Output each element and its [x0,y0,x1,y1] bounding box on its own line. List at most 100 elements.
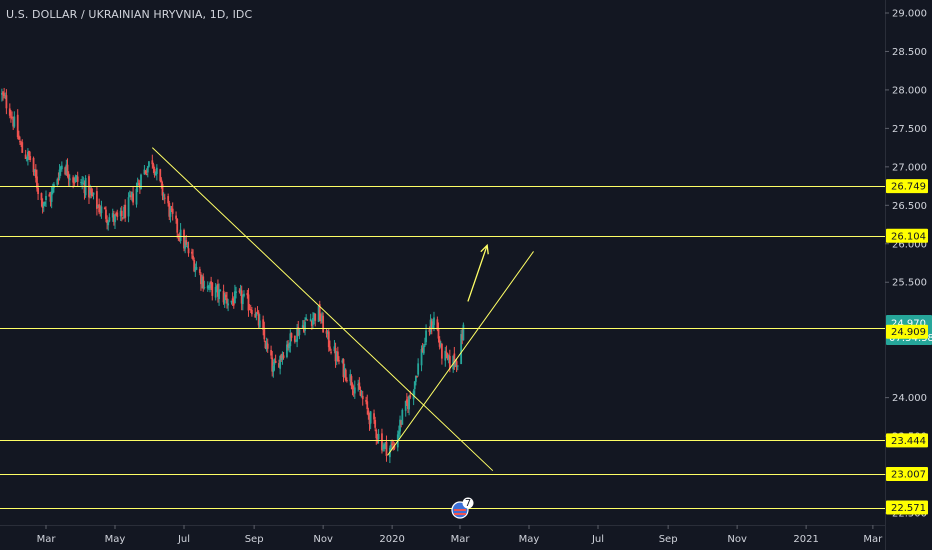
candle-body [413,381,416,390]
candle-body [433,317,435,326]
candle-body [25,159,28,161]
candle-body [66,164,69,176]
event-marker[interactable]: 7 [451,497,474,519]
candle-body [227,303,230,306]
candle-body [111,213,114,218]
candle-body [376,437,379,440]
candle-body [241,297,244,305]
candle-body [250,310,253,315]
candle-body [446,353,449,359]
time-tick-label: Nov [313,534,333,545]
candle-body [145,174,148,176]
candle-body [404,400,407,411]
candle-body [313,313,315,320]
candle-body [107,222,110,226]
time-tick-label: Mar [451,534,471,545]
candle-body [278,363,280,368]
candle-body [211,282,214,296]
time-tick-label: Mar [863,534,883,545]
candle-body [127,197,130,217]
candle-body [453,353,456,365]
price-tick-label: 27.500 [892,124,927,135]
candle-body [391,443,394,446]
candle-body [336,351,339,362]
level-price-badge-text: 23.444 [891,436,926,447]
candle-body [131,191,133,197]
level-price-badge: 26.104 [886,228,928,243]
candle-body [381,433,383,451]
candle-body [36,176,38,189]
arrow-head [480,243,489,255]
candle-body [60,165,63,170]
candle-body [207,287,210,289]
candle-body [116,212,119,218]
candle-body [247,294,250,311]
candle-body [293,335,296,342]
candle-body [119,210,122,217]
candle-body [217,284,219,297]
trendlines [151,147,534,472]
candle-body [155,167,158,174]
candle-body [232,299,235,306]
candle-body [169,208,172,217]
level-price-badge-box [886,500,928,515]
candle-body [312,318,314,325]
candle-body [222,290,225,303]
candle-body [56,179,59,185]
candle-body [68,178,71,181]
candle-body [448,355,451,369]
candle-body [13,116,16,127]
candle-body [128,195,131,197]
candle-body [203,287,206,289]
candle-body [29,156,32,161]
candle-body [34,169,37,178]
candle-body [301,325,304,328]
candle-body [360,396,363,398]
candle-body [152,164,155,168]
last-price-text: 24.970 [891,319,926,330]
candle-body [262,319,265,330]
candle-body [138,183,141,188]
candle-body [73,182,76,184]
candle-body [0,93,3,95]
time-tick-label: Sep [659,534,678,545]
candle-body [58,169,61,179]
candle-body [183,230,185,249]
candle-body [286,344,288,358]
candle-body [264,341,267,349]
candle-body [51,187,54,193]
candle-body [254,314,257,318]
candle-body [279,356,282,369]
candle-body [21,142,24,153]
candle-body [65,164,68,174]
candle-body [194,267,197,272]
level-price-badge: 22.571 [886,500,928,515]
candle-body [200,274,202,285]
candle-body [179,229,182,241]
candle-body [223,294,226,304]
candle-body [425,330,427,343]
candle-body [50,191,53,202]
candle-body [135,188,138,205]
candle-body [74,176,77,182]
candle-body [45,196,47,201]
candle-body [91,192,94,196]
arrow-shaft [467,245,488,302]
candle-body [341,360,344,363]
candle-body [144,170,147,174]
candle-body [421,347,424,353]
candle-body [81,182,84,184]
candle-body [191,251,193,254]
candle-body [27,151,29,160]
candle-body [344,369,347,381]
candle-body [319,319,322,322]
candle-body [240,290,243,304]
candle-body [218,289,220,299]
candle-body [206,285,209,289]
candle-body [170,208,173,210]
candle-body [438,339,441,347]
level-price-badge-box [886,433,928,448]
candle-body [374,420,377,428]
